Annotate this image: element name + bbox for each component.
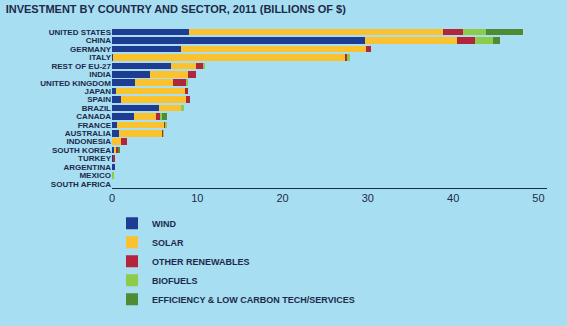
svg-text:INDIA: INDIA: [89, 70, 111, 79]
svg-text:AUSTRALIA: AUSTRALIA: [65, 129, 111, 138]
svg-text:BRAZIL: BRAZIL: [82, 104, 111, 113]
svg-text:GERMANY: GERMANY: [70, 45, 112, 54]
svg-text:REST OF EU-27: REST OF EU-27: [51, 62, 111, 71]
svg-text:20: 20: [276, 192, 288, 204]
svg-text:INVESTMENT BY COUNTRY AND SECT: INVESTMENT BY COUNTRY AND SECTOR, 2011 (…: [6, 3, 347, 15]
svg-text:WIND: WIND: [152, 219, 176, 229]
svg-text:FRANCE: FRANCE: [78, 121, 112, 130]
svg-text:SOLAR: SOLAR: [152, 238, 184, 248]
svg-text:ARGENTINA: ARGENTINA: [63, 163, 111, 172]
svg-text:TURKEY: TURKEY: [78, 154, 112, 163]
svg-text:BIOFUELS: BIOFUELS: [152, 276, 198, 286]
svg-text:SOUTH AFRICA: SOUTH AFRICA: [51, 180, 111, 189]
svg-text:30: 30: [362, 192, 374, 204]
svg-text:UNITED STATES: UNITED STATES: [49, 28, 112, 37]
svg-text:EFFICIENCY & LOW CARBON TECH/S: EFFICIENCY & LOW CARBON TECH/SERVICES: [152, 295, 355, 305]
svg-text:10: 10: [191, 192, 203, 204]
svg-text:OTHER RENEWABLES: OTHER RENEWABLES: [152, 257, 250, 267]
svg-text:SOUTH KOREA: SOUTH KOREA: [52, 146, 111, 155]
svg-text:MEXICO: MEXICO: [79, 171, 111, 180]
svg-text:40: 40: [447, 192, 459, 204]
svg-text:ITALY: ITALY: [89, 53, 111, 62]
svg-text:CHINA: CHINA: [86, 36, 112, 45]
svg-text:JAPAN: JAPAN: [84, 87, 111, 96]
svg-text:0: 0: [109, 192, 115, 204]
svg-text:CANADA: CANADA: [76, 112, 111, 121]
svg-text:UNITED KINGDOM: UNITED KINGDOM: [40, 79, 111, 88]
svg-text:SPAIN: SPAIN: [87, 95, 111, 104]
svg-text:50: 50: [532, 192, 544, 204]
svg-text:INDONESIA: INDONESIA: [67, 137, 112, 146]
